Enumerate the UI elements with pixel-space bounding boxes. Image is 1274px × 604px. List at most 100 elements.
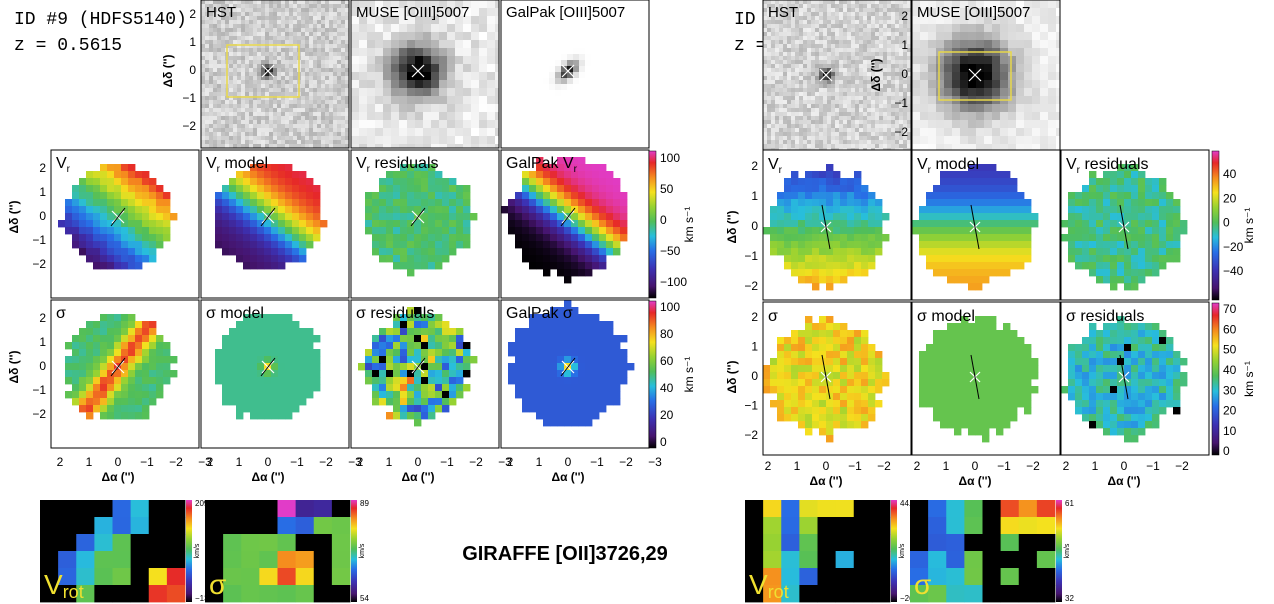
pixel — [783, 4, 788, 9]
pixel — [571, 227, 579, 235]
pixel — [236, 234, 244, 242]
pixel — [269, 8, 274, 13]
pixel — [585, 391, 593, 399]
pixel — [847, 76, 852, 81]
pixel — [306, 213, 314, 221]
pixel — [606, 178, 614, 186]
y-tick-label: 1 — [39, 335, 46, 349]
pixel — [135, 262, 143, 270]
pixel — [329, 144, 334, 148]
pixel — [225, 100, 230, 105]
pixel — [449, 220, 457, 228]
pixel — [831, 20, 836, 25]
pixel — [839, 4, 844, 9]
pixel — [345, 4, 349, 9]
pixel — [807, 28, 812, 33]
pixel — [257, 377, 265, 385]
pixel — [529, 255, 537, 263]
pixel — [337, 36, 342, 41]
pixel — [128, 405, 136, 413]
image-panel — [201, 300, 349, 448]
pixel — [859, 36, 864, 41]
pixel — [567, 96, 574, 103]
pixel — [795, 44, 800, 49]
pixel — [621, 78, 628, 85]
pixel — [606, 363, 614, 371]
pixel — [867, 8, 872, 13]
pixel — [337, 128, 342, 133]
pixel — [557, 342, 565, 350]
pixel — [537, 72, 544, 79]
pixel — [442, 349, 450, 357]
pixel — [827, 48, 832, 53]
pixel — [573, 126, 580, 133]
pixel — [297, 16, 302, 21]
pixel — [253, 116, 258, 121]
image-panel — [51, 150, 199, 298]
pixel — [787, 48, 792, 53]
pixel — [428, 171, 436, 179]
pixel — [763, 12, 768, 17]
pixel — [317, 0, 322, 5]
pixel — [107, 356, 115, 364]
pixel — [633, 126, 640, 133]
pixel — [293, 124, 298, 129]
pixel — [163, 349, 171, 357]
pixel — [501, 96, 508, 103]
pixel — [321, 144, 326, 148]
pixel — [372, 377, 380, 385]
pixel — [213, 8, 218, 13]
pixel — [442, 206, 450, 214]
pixel — [345, 28, 349, 33]
pixel — [313, 44, 318, 49]
pixel — [537, 126, 544, 133]
pixel — [899, 68, 904, 73]
pixel — [201, 64, 206, 69]
pixel — [779, 0, 784, 5]
pixel — [423, 144, 432, 148]
pixel — [615, 36, 622, 43]
pixel — [271, 199, 279, 207]
pixel — [831, 60, 836, 65]
pixel — [278, 213, 286, 221]
pixel — [261, 108, 266, 113]
pixel — [571, 363, 579, 371]
pixel — [400, 377, 408, 385]
pixel — [627, 144, 634, 148]
pixel — [142, 213, 150, 221]
pixel — [525, 108, 532, 115]
pixel — [337, 108, 342, 113]
pixel — [269, 92, 274, 97]
pixel — [779, 24, 784, 29]
pixel — [771, 56, 776, 61]
pixel — [149, 342, 157, 350]
pixel — [763, 24, 768, 29]
pixel — [386, 227, 394, 235]
pixel — [309, 84, 314, 89]
pixel — [606, 370, 614, 378]
pixel — [309, 52, 314, 57]
pixel — [463, 48, 472, 57]
pixel — [329, 128, 334, 133]
pixel — [245, 24, 250, 29]
pixel — [301, 8, 306, 13]
pixel — [431, 40, 440, 49]
pixel — [819, 12, 824, 17]
pixel — [341, 12, 346, 17]
pixel — [463, 56, 472, 65]
pixel — [269, 28, 274, 33]
pixel — [100, 391, 108, 399]
pixel — [329, 32, 334, 37]
pixel — [209, 48, 214, 53]
pixel — [771, 84, 776, 89]
pixel — [383, 48, 392, 57]
pixel — [592, 227, 600, 235]
pixel — [855, 84, 860, 89]
pixel — [879, 72, 884, 77]
pixel — [871, 4, 876, 9]
pixel — [351, 88, 360, 97]
pixel — [799, 68, 804, 73]
pixel — [65, 377, 73, 385]
pixel — [367, 144, 376, 148]
pixel — [515, 192, 523, 200]
